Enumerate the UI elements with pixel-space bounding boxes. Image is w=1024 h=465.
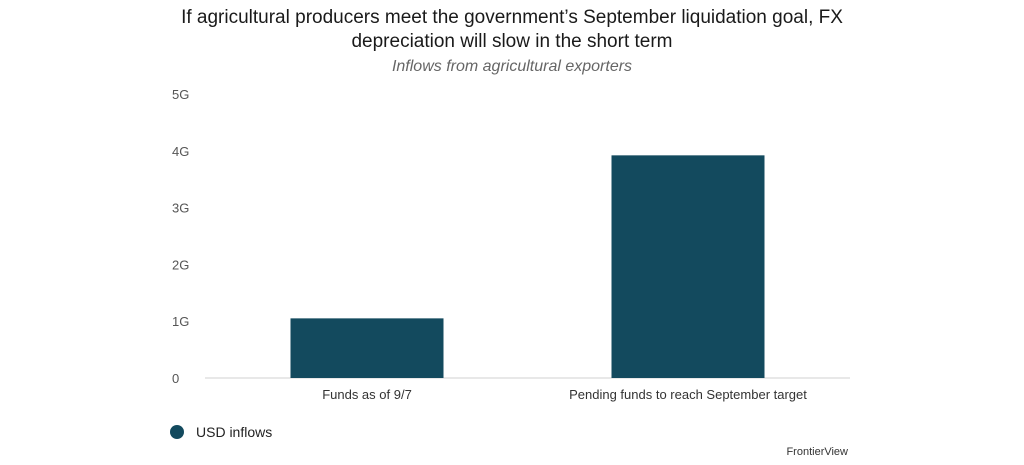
y-tick-label: 5G xyxy=(172,87,189,102)
chart-title-line-1: If agricultural producers meet the gover… xyxy=(181,7,843,28)
bar xyxy=(290,318,444,378)
source-credit: FrontierView xyxy=(786,446,848,458)
x-tick-label: Funds as of 9/7 xyxy=(322,387,412,402)
chart-subtitle: Inflows from agricultural exporters xyxy=(391,58,633,75)
x-tick-label: Pending funds to reach September target xyxy=(569,387,807,402)
bar xyxy=(611,155,765,378)
legend-marker-icon xyxy=(170,425,184,439)
y-tick-label: 2G xyxy=(172,257,189,272)
legend: USD inflows xyxy=(170,424,272,440)
y-tick-label: 3G xyxy=(172,201,189,216)
legend-label: USD inflows xyxy=(196,424,273,440)
y-tick-label: 4G xyxy=(172,144,189,159)
bars xyxy=(290,155,765,378)
y-tick-label: 1G xyxy=(172,314,189,329)
chart-title: If agricultural producers meet the gover… xyxy=(0,6,1024,54)
chart-title-line-2: depreciation will slow in the short term xyxy=(351,31,673,52)
y-tick-label: 0 xyxy=(172,371,179,386)
x-axis-labels: Funds as of 9/7 Pending funds to reach Se… xyxy=(322,387,807,402)
y-axis-ticks: 0 1G 2G 3G 4G 5G xyxy=(172,87,189,386)
